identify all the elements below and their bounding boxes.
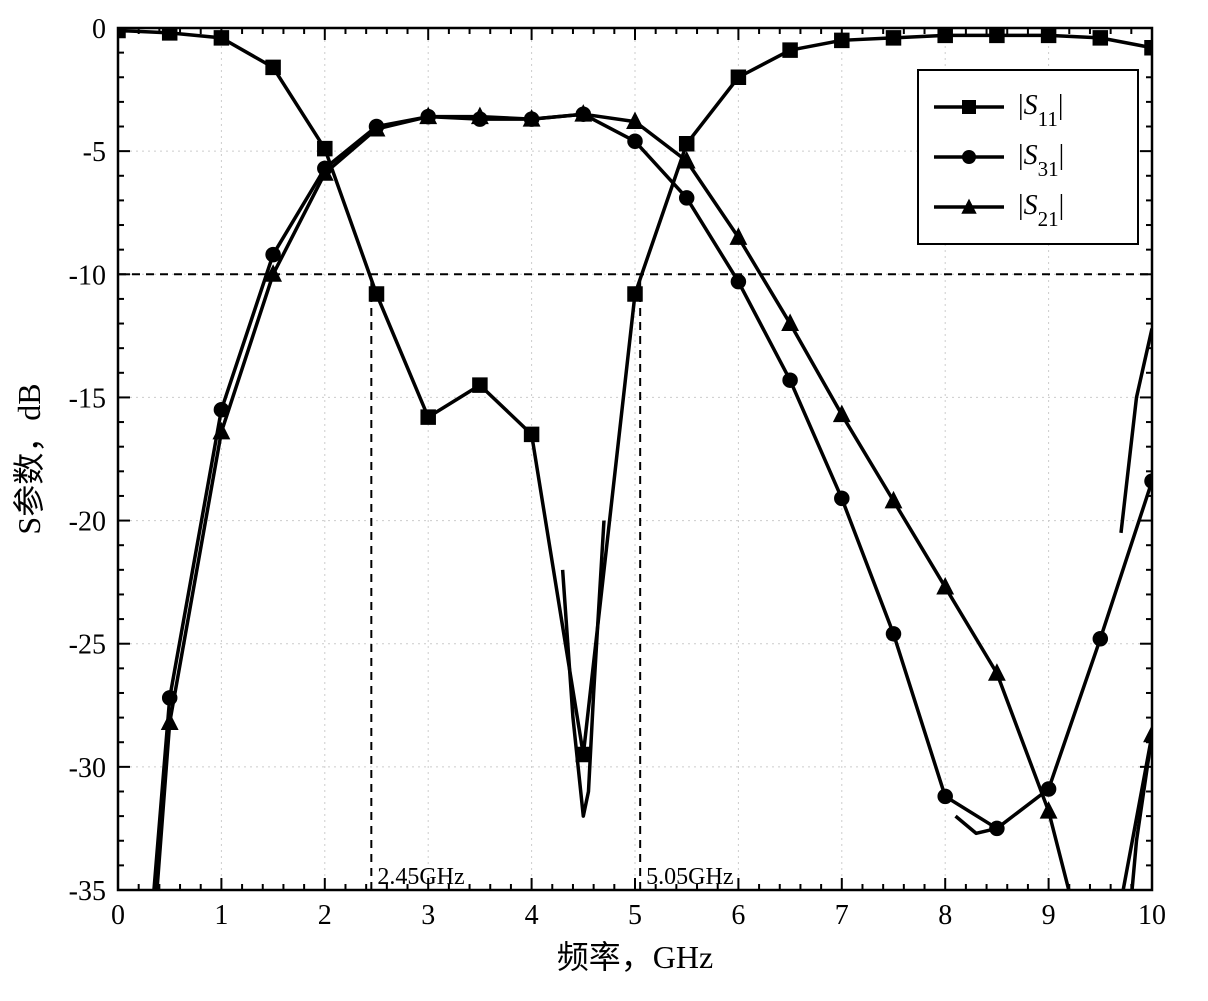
square-marker xyxy=(887,31,901,45)
x-tick-label: 4 xyxy=(525,900,539,931)
legend: |S11||S31||S21| xyxy=(918,70,1138,244)
x-tick-label: 1 xyxy=(214,900,228,931)
x-tick-label: 3 xyxy=(421,900,435,931)
x-tick-label: 6 xyxy=(731,900,745,931)
x-tick-label: 2 xyxy=(318,900,332,931)
x-tick-label: 0 xyxy=(111,900,125,931)
circle-marker xyxy=(1093,632,1107,646)
square-marker xyxy=(1093,31,1107,45)
square-marker xyxy=(525,427,539,441)
y-tick-label: -5 xyxy=(83,137,106,168)
x-tick-label: 9 xyxy=(1042,900,1056,931)
x-tick-label: 8 xyxy=(938,900,952,931)
square-marker xyxy=(421,410,435,424)
circle-marker xyxy=(938,789,952,803)
y-tick-label: -10 xyxy=(69,260,106,291)
x-axis-label: 频率，GHz xyxy=(557,939,713,975)
annotation-label: 2.45GHz xyxy=(377,864,464,890)
circle-marker xyxy=(783,373,797,387)
square-marker xyxy=(473,378,487,392)
y-tick-label: -30 xyxy=(69,753,106,784)
circle-marker xyxy=(628,134,642,148)
y-tick-label: -20 xyxy=(69,507,106,538)
square-marker xyxy=(318,142,332,156)
circle-marker xyxy=(887,627,901,641)
square-marker xyxy=(680,137,694,151)
circle-marker xyxy=(990,821,1004,835)
square-marker xyxy=(370,287,384,301)
square-marker xyxy=(783,43,797,57)
x-tick-label: 5 xyxy=(628,900,642,931)
y-tick-label: -15 xyxy=(69,383,106,414)
square-marker xyxy=(990,28,1004,42)
circle-marker xyxy=(680,191,694,205)
y-tick-label: -25 xyxy=(69,630,106,661)
y-tick-label: -35 xyxy=(69,876,106,907)
square-marker xyxy=(731,70,745,84)
x-tick-label: 10 xyxy=(1138,900,1166,931)
sparam-chart: 2.45GHz 5.05GHz 0 1 2 3 4 5 6 7 8 9 10 -35 -30 -25 -20 -1… xyxy=(0,0,1208,1001)
circle-marker xyxy=(731,275,745,289)
circle-marker xyxy=(266,248,280,262)
chart-svg: 2.45GHz 5.05GHz 0 1 2 3 4 5 6 7 8 9 10 -35 -30 -25 -20 -1… xyxy=(0,0,1208,1001)
x-tick-label: 7 xyxy=(835,900,849,931)
square-marker xyxy=(266,60,280,74)
square-marker xyxy=(628,287,642,301)
y-axis-label: S参数，dB xyxy=(11,383,47,534)
square-marker xyxy=(576,748,590,762)
circle-marker xyxy=(835,491,849,505)
annotation-label: 5.05GHz xyxy=(646,864,733,890)
y-tick-label: 0 xyxy=(92,14,106,45)
